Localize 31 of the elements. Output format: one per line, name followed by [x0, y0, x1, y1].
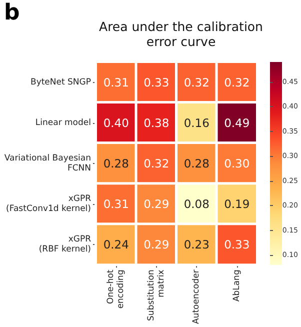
- y-tick-label: ByteNet SNGP: [30, 77, 91, 88]
- data-label: 0.31: [103, 196, 129, 211]
- data-label: 0.28: [103, 156, 129, 170]
- x-tick-label: One-hot encoding: [106, 268, 126, 309]
- data-label: 0.33: [224, 237, 250, 252]
- data-label: 0.40: [103, 116, 129, 130]
- x-tick-label: Autoencoder: [192, 269, 202, 324]
- data-label: 0.29: [144, 237, 170, 252]
- data-label: 0.33: [144, 75, 170, 90]
- data-label: 0.32: [144, 156, 170, 170]
- data-label: 0.31: [103, 75, 129, 90]
- chart-title: Area under the calibration error curve: [99, 19, 263, 49]
- x-tick-label: Substitution matrix: [146, 270, 166, 321]
- data-label: 0.32: [224, 75, 250, 90]
- data-label: 0.38: [144, 116, 170, 130]
- data-label: 0.19: [224, 196, 250, 211]
- data-label: 0.30: [224, 156, 250, 170]
- y-tick-label: Linear model: [35, 118, 91, 128]
- data-label: 0.23: [184, 237, 210, 252]
- x-tick-label: AbLang: [232, 270, 242, 302]
- y-tick-label: xGPR (RBF kernel): [38, 234, 92, 254]
- y-tick-label: Variational Bayesian FCNN: [4, 153, 91, 174]
- data-label: 0.32: [184, 75, 210, 90]
- data-label: 0.24: [103, 237, 129, 252]
- data-label: 0.08: [184, 196, 210, 211]
- data-label: 0.29: [144, 196, 170, 211]
- data-label: 0.28: [184, 156, 210, 170]
- data-label: 0.49: [224, 116, 250, 130]
- data-label: 0.16: [184, 116, 210, 130]
- text: b: [4, 0, 20, 26]
- y-tick-label: xGPR (FastConv1d kernel): [6, 194, 92, 214]
